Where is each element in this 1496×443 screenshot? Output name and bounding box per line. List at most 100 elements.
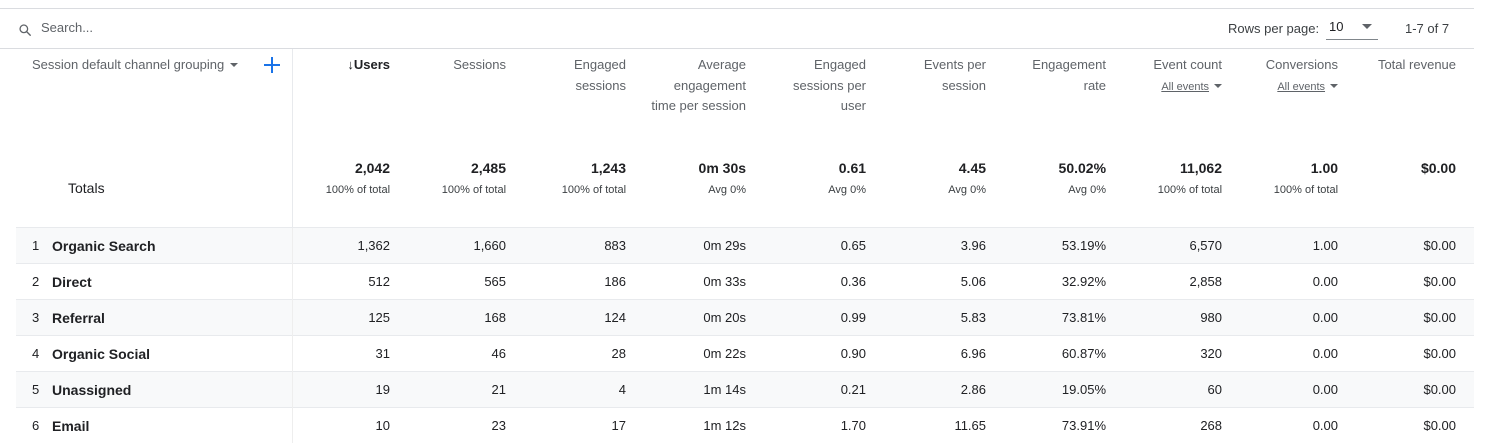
engagement-rate-header-label: Engagement rate xyxy=(1032,57,1106,93)
column-header-event-count[interactable]: Event count All events xyxy=(1124,49,1240,149)
totals-subtext: Avg 0% xyxy=(650,183,746,197)
metric-cell: $0.00 xyxy=(1356,372,1474,408)
rows-per-page-label: Rows per page: xyxy=(1228,21,1319,36)
column-header-avg-engagement[interactable]: Average engagement time per session xyxy=(644,49,764,149)
totals-cell: $0.00 xyxy=(1356,149,1474,228)
metric-cell: 0m 22s xyxy=(644,336,764,372)
metric-cell: 17 xyxy=(524,408,644,443)
totals-subtext: Avg 0% xyxy=(890,183,986,197)
metric-cell: 5.06 xyxy=(884,264,1004,300)
metric-cell: 0.00 xyxy=(1240,372,1356,408)
pagination-range: 1-7 of 7 xyxy=(1405,21,1449,36)
column-header-total-revenue[interactable]: Total revenue xyxy=(1356,49,1474,149)
chevron-down-icon xyxy=(1214,84,1222,88)
column-header-engaged-per-user[interactable]: Engaged sessions per user xyxy=(764,49,884,149)
chevron-down-icon xyxy=(230,63,238,67)
metric-cell: 6.96 xyxy=(884,336,1004,372)
metric-cell: 21 xyxy=(408,372,524,408)
channel-name: Organic Search xyxy=(52,228,292,264)
row-index: 1 xyxy=(16,228,52,264)
totals-value: $0.00 xyxy=(1362,160,1456,177)
report-table-card: Rows per page: 10 1-7 of 7 Session defau… xyxy=(0,0,1496,428)
metric-cell: 60.87% xyxy=(1004,336,1124,372)
metric-cell: 320 xyxy=(1124,336,1240,372)
metric-cell: 1,660 xyxy=(408,228,524,264)
plus-icon[interactable] xyxy=(263,56,281,74)
column-header-conversions[interactable]: Conversions All events xyxy=(1240,49,1356,149)
totals-cell: 50.02%Avg 0% xyxy=(1004,149,1124,228)
chevron-down-icon xyxy=(1330,84,1338,88)
rows-per-page-select[interactable]: 10 xyxy=(1326,17,1378,40)
channel-name: Email xyxy=(52,408,292,443)
metric-cell: 0m 33s xyxy=(644,264,764,300)
metric-cell: $0.00 xyxy=(1356,228,1474,264)
totals-value: 2,042 xyxy=(299,160,391,177)
total-revenue-header-label: Total revenue xyxy=(1378,57,1456,72)
totals-cell: 1,243 100% of total xyxy=(524,149,644,228)
metric-cell: 0.00 xyxy=(1240,336,1356,372)
metric-cell: 0.00 xyxy=(1240,408,1356,443)
events-per-session-header-label: Events per session xyxy=(924,57,986,93)
totals-value: 4.45 xyxy=(890,160,986,177)
metric-cell: 2.86 xyxy=(884,372,1004,408)
metric-cell: 28 xyxy=(524,336,644,372)
column-header-sessions[interactable]: Sessions xyxy=(408,49,524,149)
engaged-per-user-header-label: Engaged sessions per user xyxy=(793,57,866,113)
metric-cell: 980 xyxy=(1124,300,1240,336)
rows-per-page-value: 10 xyxy=(1329,19,1343,34)
metric-cell: 2,858 xyxy=(1124,264,1240,300)
metric-cell: 32.92% xyxy=(1004,264,1124,300)
metric-cell: 0.36 xyxy=(764,264,884,300)
channel-name: Referral xyxy=(52,300,292,336)
column-header-engagement-rate[interactable]: Engagement rate xyxy=(1004,49,1124,149)
metric-cell: 124 xyxy=(524,300,644,336)
metric-cell: 0.21 xyxy=(764,372,884,408)
metric-cell: 0.00 xyxy=(1240,264,1356,300)
column-header-events-per-session[interactable]: Events per session xyxy=(884,49,1004,149)
data-table: Session default channel grouping ↓Users … xyxy=(16,49,1474,443)
metric-cell: 1.70 xyxy=(764,408,884,443)
channel-name: Organic Social xyxy=(52,336,292,372)
metric-cell: 4 xyxy=(524,372,644,408)
conversions-filter-link[interactable]: All events xyxy=(1277,80,1325,94)
search-input[interactable] xyxy=(41,20,341,35)
metric-cell: 125 xyxy=(292,300,408,336)
totals-subtext: 100% of total xyxy=(414,183,506,197)
column-header-users[interactable]: ↓Users xyxy=(292,49,408,149)
metric-cell: 1m 14s xyxy=(644,372,764,408)
metric-cell: 565 xyxy=(408,264,524,300)
metric-cell: 23 xyxy=(408,408,524,443)
totals-subtext: 100% of total xyxy=(1130,183,1222,197)
totals-value: 1.00 xyxy=(1246,160,1338,177)
column-header-engaged-sessions[interactable]: Engaged sessions xyxy=(524,49,644,149)
metric-cell: 1m 12s xyxy=(644,408,764,443)
chevron-down-icon xyxy=(1362,24,1372,29)
search-icon xyxy=(18,23,32,37)
totals-value: 1,243 xyxy=(530,160,626,177)
users-header-label: ↓Users xyxy=(347,57,390,72)
metric-cell: 19.05% xyxy=(1004,372,1124,408)
totals-value: 0m 30s xyxy=(650,160,746,177)
row-index: 6 xyxy=(16,408,52,443)
row-index: 2 xyxy=(16,264,52,300)
channel-name: Direct xyxy=(52,264,292,300)
totals-subtext: Avg 0% xyxy=(770,183,866,197)
metric-cell: 0.99 xyxy=(764,300,884,336)
metric-cell: 0m 20s xyxy=(644,300,764,336)
totals-subtext: 100% of total xyxy=(530,183,626,197)
metric-cell: 46 xyxy=(408,336,524,372)
totals-subtext: 100% of total xyxy=(299,183,391,197)
metric-cell: $0.00 xyxy=(1356,336,1474,372)
dimension-header[interactable]: Session default channel grouping xyxy=(16,49,292,149)
event-count-filter-link[interactable]: All events xyxy=(1161,80,1209,94)
metric-cell: 1,362 xyxy=(292,228,408,264)
